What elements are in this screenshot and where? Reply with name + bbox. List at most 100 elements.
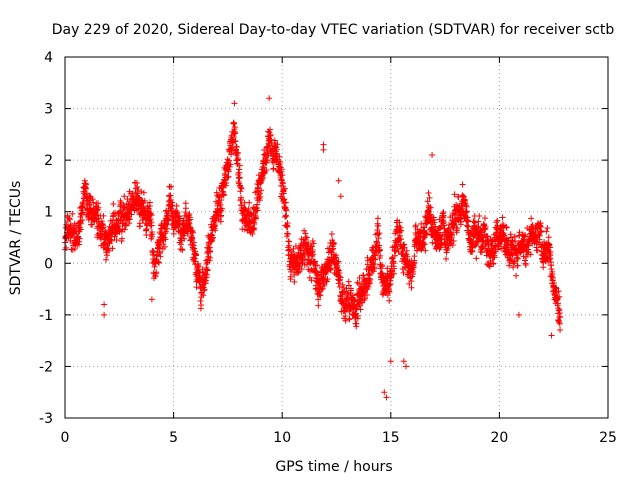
data-point	[117, 203, 124, 210]
data-point	[401, 244, 408, 251]
data-point	[474, 224, 481, 231]
y-tick-label: 3	[44, 102, 53, 118]
data-point	[193, 284, 200, 291]
data-point	[337, 274, 344, 281]
data-point	[354, 312, 361, 319]
data-point	[246, 199, 253, 206]
data-point	[206, 257, 213, 264]
data-point	[339, 281, 346, 288]
data-point	[168, 183, 175, 190]
data-point	[217, 201, 224, 208]
data-point	[482, 223, 489, 230]
data-point	[397, 232, 404, 239]
data-point	[232, 130, 239, 137]
data-point	[161, 243, 168, 250]
data-point	[557, 313, 564, 320]
data-point	[198, 302, 205, 309]
data-point	[67, 221, 74, 228]
data-point	[317, 292, 324, 299]
x-tick-label: 5	[169, 430, 178, 446]
data-point	[147, 216, 154, 223]
data-point	[460, 193, 467, 200]
data-point	[528, 215, 535, 222]
data-point	[140, 189, 147, 196]
data-point	[200, 287, 207, 294]
data-point	[191, 245, 198, 252]
data-point	[146, 199, 153, 206]
data-point	[403, 363, 410, 370]
data-point	[429, 239, 436, 246]
data-point	[547, 248, 554, 255]
data-point	[386, 289, 393, 296]
data-point	[264, 156, 271, 163]
data-point	[541, 239, 548, 246]
data-point	[491, 254, 498, 261]
data-point	[391, 252, 398, 259]
data-point	[383, 273, 390, 280]
data-point	[253, 204, 260, 211]
data-point	[137, 223, 144, 230]
data-point	[273, 146, 280, 153]
data-point	[538, 228, 545, 235]
data-point	[481, 215, 488, 222]
data-point	[429, 151, 436, 158]
data-point	[163, 225, 170, 232]
data-point	[89, 196, 96, 203]
data-point	[259, 175, 266, 182]
data-point	[89, 221, 96, 228]
data-point	[340, 284, 347, 291]
data-point	[500, 222, 507, 229]
data-point	[360, 272, 367, 279]
data-point	[335, 177, 342, 184]
data-point	[310, 240, 317, 247]
data-point	[126, 216, 133, 223]
data-point	[270, 165, 277, 172]
data-point	[549, 271, 556, 278]
data-point	[383, 394, 390, 401]
data-point	[479, 243, 486, 250]
data-point	[263, 159, 270, 166]
data-point	[427, 213, 434, 220]
data-point	[257, 193, 264, 200]
data-point	[237, 184, 244, 191]
data-point	[274, 141, 281, 148]
data-point	[109, 245, 116, 252]
data-point	[536, 232, 543, 239]
data-point	[398, 236, 405, 243]
data-point	[506, 262, 513, 269]
data-point	[227, 161, 234, 168]
data-point	[157, 253, 164, 260]
data-point	[138, 203, 145, 210]
data-point	[459, 181, 466, 188]
data-point	[374, 239, 381, 246]
data-point	[494, 246, 501, 253]
data-point	[264, 149, 271, 156]
data-point	[134, 190, 141, 197]
data-point	[463, 208, 470, 215]
y-tick-label: -3	[39, 411, 53, 427]
data-point	[377, 252, 384, 259]
data-point	[514, 262, 521, 269]
data-point	[162, 228, 169, 235]
data-point	[66, 216, 73, 223]
data-point	[289, 248, 296, 255]
data-point	[279, 172, 286, 179]
data-point	[236, 174, 243, 181]
data-point	[189, 228, 196, 235]
data-point	[440, 212, 447, 219]
data-point	[548, 332, 555, 339]
data-point	[547, 255, 554, 262]
data-point	[228, 151, 235, 158]
data-point	[408, 278, 415, 285]
data-point	[549, 274, 556, 281]
data-point	[479, 234, 486, 241]
data-point	[537, 219, 544, 226]
data-point	[234, 156, 241, 163]
data-point	[555, 288, 562, 295]
data-point	[238, 194, 245, 201]
data-point	[100, 212, 107, 219]
data-point	[305, 239, 312, 246]
data-point	[256, 197, 263, 204]
data-point	[422, 247, 429, 254]
data-point	[254, 207, 261, 214]
